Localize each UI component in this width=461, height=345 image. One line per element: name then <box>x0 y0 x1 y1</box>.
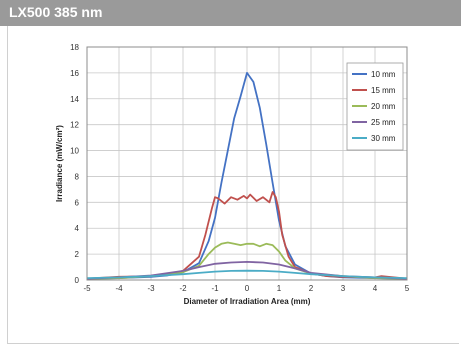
x-tick-label: -4 <box>115 284 123 293</box>
y-tick-label: 8 <box>75 172 80 181</box>
x-tick-label: 0 <box>245 284 250 293</box>
page-title: LX500 385 nm <box>9 4 103 20</box>
y-tick-label: 18 <box>70 43 79 52</box>
x-axis-label: Diameter of Irradiation Area (mm) <box>184 297 311 306</box>
legend: 10 mm 15 mm 20 mm 25 mm 30 mm <box>346 62 404 151</box>
legend-label: 20 mm <box>371 102 396 111</box>
x-tick-label: 5 <box>405 284 410 293</box>
series-line-30-mm <box>86 269 408 279</box>
x-tick-label: 3 <box>341 284 346 293</box>
y-tick-label: 4 <box>75 224 80 233</box>
x-tick-label: -5 <box>83 284 91 293</box>
x-tick-label: -2 <box>179 284 187 293</box>
x-tick-label: -3 <box>147 284 155 293</box>
x-tick-label: 1 <box>277 284 282 293</box>
y-tick-label: 0 <box>75 276 80 285</box>
y-tick-label: 16 <box>70 69 79 78</box>
legend-label: 30 mm <box>371 134 396 143</box>
y-tick-label: 10 <box>70 147 79 156</box>
series-lines <box>86 72 408 280</box>
y-tick-label: 14 <box>70 95 79 104</box>
x-tick-label: 4 <box>373 284 378 293</box>
grid <box>86 46 408 281</box>
panel-frame <box>7 26 459 344</box>
y-tick-label: 2 <box>75 250 80 259</box>
y-tick-label: 12 <box>70 121 79 130</box>
plot-frame <box>86 46 408 281</box>
legend-label: 15 mm <box>371 86 396 95</box>
x-tick-label: -1 <box>211 284 219 293</box>
y-axis-label: Irradiance (mW/cm²) <box>55 125 64 202</box>
x-tick-label: 2 <box>309 284 314 293</box>
legend-label: 25 mm <box>371 118 396 127</box>
legend-label: 10 mm <box>371 70 396 79</box>
y-tick-label: 6 <box>75 198 80 207</box>
header-bar: LX500 385 nm <box>0 0 461 26</box>
